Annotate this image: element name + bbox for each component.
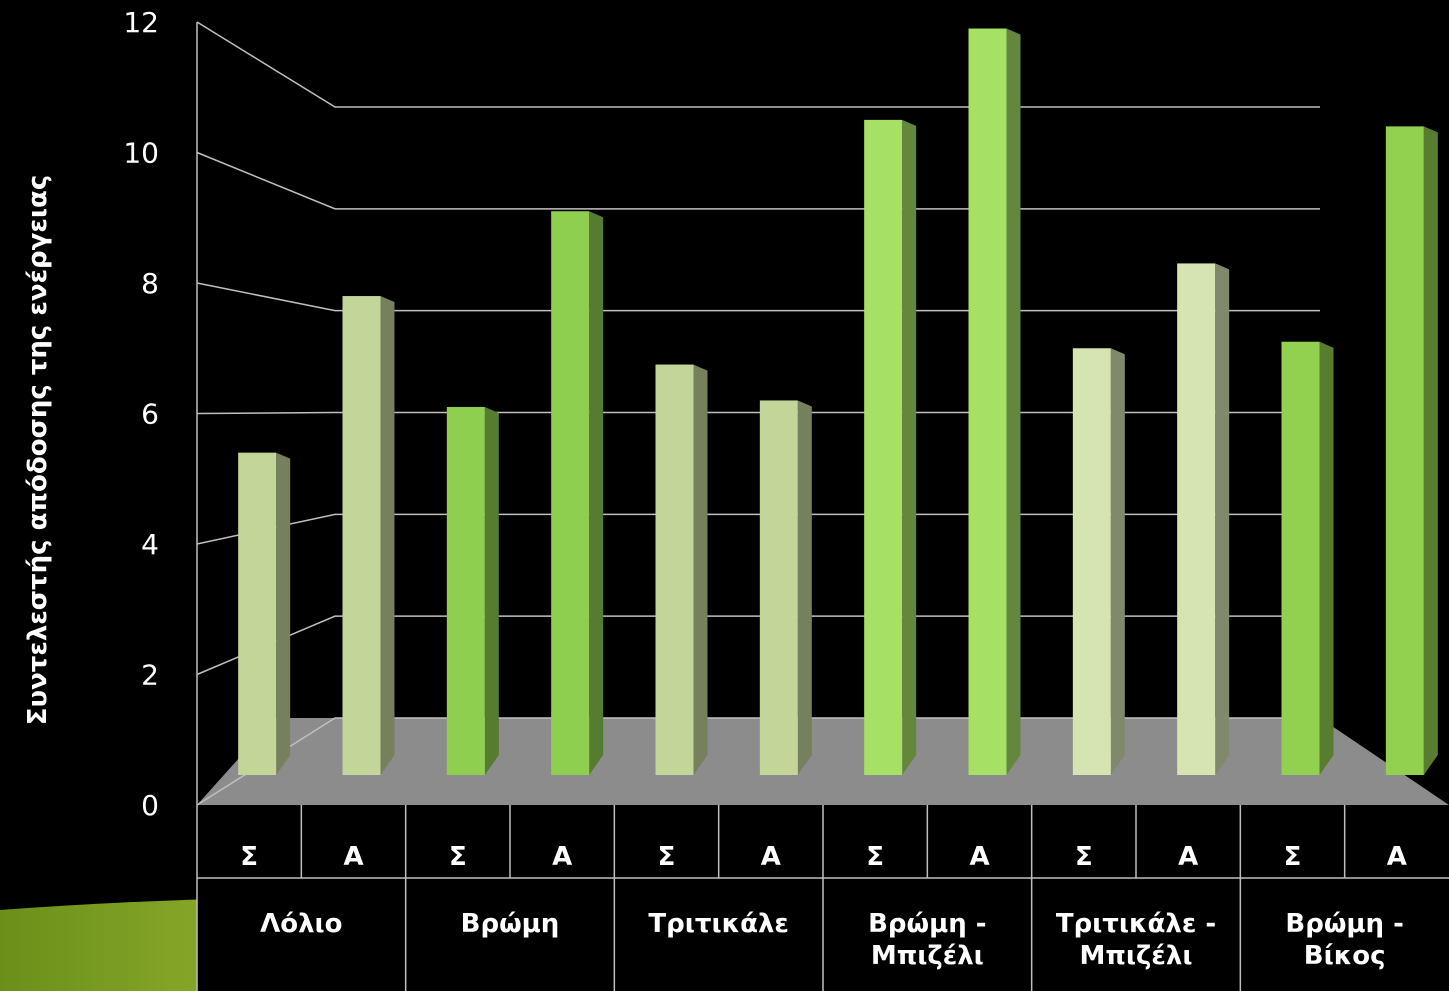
bar [655,364,694,775]
y-axis-label: Συντελεστής απόδοσης της ενέργειας [23,175,53,726]
x-tick-label: Α [343,842,363,872]
x-tick-label: Α [552,842,572,872]
y-tick-label: 10 [123,137,159,170]
group-label: Τριτικάλε [648,909,789,939]
y-tick-label: 2 [141,659,159,692]
bar-side [276,452,291,775]
x-tick-label: Α [1178,842,1198,872]
bar [1177,263,1216,775]
bar-side [1423,126,1438,775]
bar [238,452,277,775]
bar [1072,348,1111,775]
x-tick-label: Α [761,842,781,872]
bar-side [589,211,604,776]
bar [446,406,485,775]
group-label: Βρώμη - Μπιζέλι [868,909,987,971]
bar [968,28,1007,775]
bar [1281,341,1320,775]
grid-line [196,21,1320,108]
x-tick-label: Σ [866,842,884,872]
x-tick-label: Σ [240,842,258,872]
bar [1385,126,1424,775]
bar-side [797,400,812,775]
bar-side [484,406,499,775]
bar-side [902,119,917,775]
y-tick-label: 8 [141,267,159,300]
y-tick-label: 12 [123,6,159,39]
x-tick-label: Σ [449,842,467,872]
y-tick-label: 4 [141,528,159,561]
bar-side [1215,263,1230,775]
bar [342,296,381,775]
bar [864,119,903,775]
bar [551,211,590,776]
x-tick-label: Α [1387,842,1407,872]
group-label: Βρώμη [460,909,560,939]
bar-side [1006,28,1021,775]
y-tick-label: 0 [141,789,159,822]
x-tick-label: Α [969,842,989,872]
x-tick-label: Σ [658,842,676,872]
group-label: Βρώμη - Βίκος [1285,909,1404,971]
bar-side [1319,341,1334,775]
group-label: Τριτικάλε - Μπιζέλι [1055,909,1217,971]
bar [759,400,798,775]
bar-side [380,296,395,775]
floor [197,718,1449,805]
x-tick-label: Σ [1284,842,1302,872]
y-tick-label: 6 [141,398,159,431]
bar-side [1110,348,1125,775]
x-tick-label: Σ [1075,842,1093,872]
grid-line [196,151,1320,210]
bar-side [693,364,708,775]
group-label: Λόλιο [260,909,343,939]
